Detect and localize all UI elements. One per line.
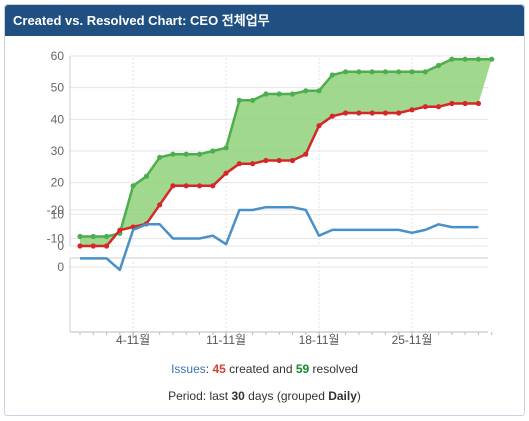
y-tick-label: 40 (51, 112, 65, 126)
y-tick-label: 30 (51, 144, 65, 158)
resolved-point[interactable] (435, 62, 442, 69)
x-tick-label: 11-11월 (206, 333, 246, 347)
resolved-point[interactable] (316, 88, 322, 94)
resolved-point[interactable] (329, 72, 335, 78)
created-point[interactable] (369, 110, 375, 116)
created-point[interactable] (196, 183, 203, 189)
x-tick-label: 18-11월 (299, 333, 340, 347)
resolved-point[interactable] (475, 56, 481, 62)
resolved-point[interactable] (276, 91, 282, 97)
y-tick-label: 0 (57, 260, 64, 274)
x-tick-label: 4-11월 (116, 333, 150, 347)
created-point[interactable] (276, 157, 282, 164)
resolved-count: 59 (295, 362, 310, 376)
created-resolved-area (80, 59, 492, 247)
created-point[interactable] (103, 243, 110, 249)
resolved-point[interactable] (103, 233, 110, 240)
resolved-point[interactable] (143, 173, 149, 179)
period-suffix: ) (356, 389, 361, 403)
created-point[interactable] (409, 107, 415, 113)
resolved-point[interactable] (422, 69, 428, 75)
created-text: created and (225, 362, 296, 376)
resolved-point[interactable] (489, 56, 495, 62)
created-point[interactable] (356, 110, 362, 116)
period-days: 30 (231, 389, 245, 403)
resolved-point[interactable] (343, 69, 349, 75)
period-prefix: Period: last (168, 389, 232, 403)
resolved-point[interactable] (449, 56, 455, 62)
resolved-point[interactable] (396, 69, 402, 75)
period-summary: Period: last 30 days (grouped Daily) (0, 389, 529, 403)
created-point[interactable] (183, 183, 189, 189)
resolved-point[interactable] (236, 97, 242, 103)
y-tick-label: -10 (47, 232, 65, 246)
resolved-point[interactable] (90, 233, 96, 240)
difference-line (80, 205, 479, 272)
created-point[interactable] (422, 104, 428, 110)
resolved-point[interactable] (130, 183, 136, 189)
created-point[interactable] (223, 170, 229, 176)
period-mid: days (grouped (244, 389, 329, 403)
created-point[interactable] (475, 100, 481, 107)
created-point[interactable] (170, 183, 176, 189)
resolved-point[interactable] (223, 145, 229, 151)
created-point[interactable] (316, 123, 322, 129)
y-tick-label: 50 (51, 81, 65, 95)
y-tick-label: -20 (47, 203, 65, 217)
x-tick-label: 25-11월 (392, 333, 433, 347)
resolved-point[interactable] (157, 154, 163, 160)
created-point[interactable] (157, 202, 163, 208)
created-point[interactable] (250, 161, 256, 167)
created-point[interactable] (289, 157, 296, 164)
y-tick-label: 10 (51, 207, 65, 221)
resolved-point[interactable] (382, 69, 389, 75)
summary-sep: : (205, 362, 213, 376)
resolved-point[interactable] (263, 91, 269, 97)
created-point[interactable] (396, 110, 402, 116)
resolved-point[interactable] (303, 88, 309, 94)
created-point[interactable] (435, 104, 442, 110)
y-tick-label: 0 (57, 239, 64, 253)
created-point[interactable] (343, 110, 349, 116)
resolved-text: resolved (309, 362, 358, 376)
created-point[interactable] (77, 243, 83, 249)
resolved-point[interactable] (356, 69, 362, 75)
resolved-point[interactable] (183, 151, 189, 157)
created-point[interactable] (117, 227, 123, 233)
resolved-point[interactable] (462, 56, 468, 62)
created-point[interactable] (263, 157, 269, 164)
resolved-point[interactable] (289, 91, 296, 97)
created-point[interactable] (236, 161, 242, 167)
resolved-point[interactable] (409, 69, 415, 75)
resolved-point[interactable] (369, 69, 375, 75)
created-point[interactable] (382, 110, 389, 116)
y-tick-label: 60 (51, 49, 65, 63)
resolved-point[interactable] (210, 148, 216, 154)
gadget-title: Created vs. Resolved Chart: CEO 전체업무 (5, 5, 524, 36)
created-point[interactable] (449, 100, 455, 107)
created-count: 45 (212, 362, 226, 376)
created-point[interactable] (462, 100, 468, 107)
resolved-point[interactable] (77, 233, 83, 240)
created-point[interactable] (90, 243, 96, 249)
resolved-point[interactable] (250, 97, 256, 103)
issues-summary: Issues: 45 created and 59 resolved (0, 362, 529, 376)
y-tick-label: 20 (51, 176, 65, 190)
resolved-point[interactable] (170, 151, 176, 157)
created-point[interactable] (303, 151, 309, 157)
created-point[interactable] (210, 183, 216, 189)
issues-link[interactable]: Issues (171, 362, 206, 376)
resolved-point[interactable] (196, 151, 203, 157)
created-point[interactable] (329, 113, 335, 119)
period-group: Daily (328, 389, 357, 403)
